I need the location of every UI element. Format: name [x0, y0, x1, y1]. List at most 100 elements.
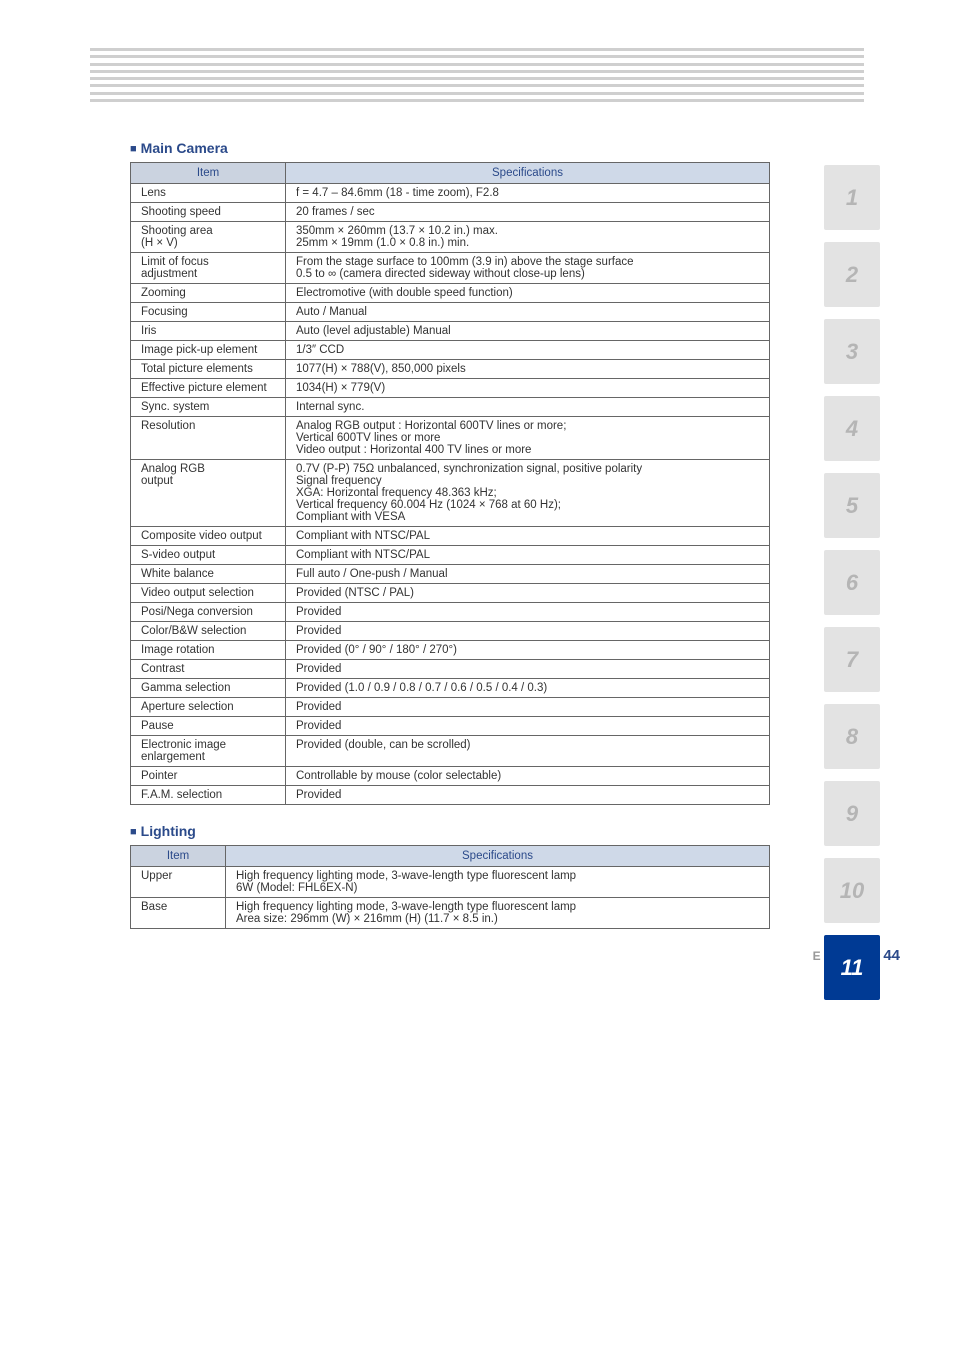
tab-11[interactable]: 11 — [824, 935, 880, 1000]
table-row: FocusingAuto / Manual — [131, 303, 770, 322]
row-value: Provided (1.0 / 0.9 / 0.8 / 0.7 / 0.6 / … — [286, 679, 770, 698]
lighting-title: ■Lighting — [130, 823, 780, 839]
row-label: Upper — [131, 867, 226, 898]
row-value: 1034(H) × 779(V) — [286, 379, 770, 398]
row-label: Shooting area (H × V) — [131, 222, 286, 253]
table-row: Aperture selectionProvided — [131, 698, 770, 717]
row-label: F.A.M. selection — [131, 786, 286, 805]
row-value: 1077(H) × 788(V), 850,000 pixels — [286, 360, 770, 379]
row-label: S-video output — [131, 546, 286, 565]
row-value: f = 4.7 – 84.6mm (18 - time zoom), F2.8 — [286, 184, 770, 203]
tab-9[interactable]: 9 — [824, 781, 880, 846]
col-header-spec: Specifications — [286, 163, 770, 184]
lighting-table: Item Specifications UpperHigh frequency … — [130, 845, 770, 929]
table-row: Video output selectionProvided (NTSC / P… — [131, 584, 770, 603]
row-value: From the stage surface to 100mm (3.9 in)… — [286, 253, 770, 284]
table-row: Image rotationProvided (0° / 90° / 180° … — [131, 641, 770, 660]
col-header-spec: Specifications — [226, 846, 770, 867]
table-row: Sync. systemInternal sync. — [131, 398, 770, 417]
table-row: ContrastProvided — [131, 660, 770, 679]
row-label: Base — [131, 898, 226, 929]
tab-6[interactable]: 6 — [824, 550, 880, 615]
row-label: Total picture elements — [131, 360, 286, 379]
table-row: Color/B&W selectionProvided — [131, 622, 770, 641]
row-value: Compliant with NTSC/PAL — [286, 527, 770, 546]
main-camera-title: ■Main Camera — [130, 140, 780, 156]
row-value: Provided — [286, 698, 770, 717]
row-value: Provided — [286, 717, 770, 736]
row-label: Gamma selection — [131, 679, 286, 698]
row-value: 350mm × 260mm (13.7 × 10.2 in.) max. 25m… — [286, 222, 770, 253]
row-value: Internal sync. — [286, 398, 770, 417]
row-label: Limit of focus adjustment — [131, 253, 286, 284]
tab-1[interactable]: 1 — [824, 165, 880, 230]
col-header-item: Item — [131, 163, 286, 184]
tab-3[interactable]: 3 — [824, 319, 880, 384]
row-label: Aperture selection — [131, 698, 286, 717]
table-row: Effective picture element1034(H) × 779(V… — [131, 379, 770, 398]
tab-8[interactable]: 8 — [824, 704, 880, 769]
row-value: Controllable by mouse (color selectable) — [286, 767, 770, 786]
row-value: Analog RGB output : Horizontal 600TV lin… — [286, 417, 770, 460]
table-row: Limit of focus adjustmentFrom the stage … — [131, 253, 770, 284]
row-value: Provided (double, can be scrolled) — [286, 736, 770, 767]
row-label: Electronic image enlargement — [131, 736, 286, 767]
page-number: 44 — [883, 947, 900, 964]
row-value: Provided (0° / 90° / 180° / 270°) — [286, 641, 770, 660]
row-label: Shooting speed — [131, 203, 286, 222]
table-row: BaseHigh frequency lighting mode, 3-wave… — [131, 898, 770, 929]
table-row: IrisAuto (level adjustable) Manual — [131, 322, 770, 341]
table-row: Posi/Nega conversionProvided — [131, 603, 770, 622]
table-row: PointerControllable by mouse (color sele… — [131, 767, 770, 786]
table-row: UpperHigh frequency lighting mode, 3-wav… — [131, 867, 770, 898]
row-value: Provided — [286, 603, 770, 622]
row-label: Pointer — [131, 767, 286, 786]
footer: ELMO 44 — [130, 947, 900, 964]
col-header-item: Item — [131, 846, 226, 867]
row-label: Contrast — [131, 660, 286, 679]
row-label: Composite video output — [131, 527, 286, 546]
row-label: Color/B&W selection — [131, 622, 286, 641]
row-label: Pause — [131, 717, 286, 736]
main-camera-table: Item Specifications Lensf = 4.7 – 84.6mm… — [130, 162, 770, 805]
table-row: ResolutionAnalog RGB output : Horizontal… — [131, 417, 770, 460]
row-value: Electromotive (with double speed functio… — [286, 284, 770, 303]
row-value: Auto / Manual — [286, 303, 770, 322]
table-row: Shooting area (H × V)350mm × 260mm (13.7… — [131, 222, 770, 253]
table-row: ZoomingElectromotive (with double speed … — [131, 284, 770, 303]
row-value: Provided — [286, 622, 770, 641]
header-stripes — [0, 40, 954, 110]
row-label: Image rotation — [131, 641, 286, 660]
tab-4[interactable]: 4 — [824, 396, 880, 461]
table-row: Analog RGB output0.7V (P-P) 75Ω unbalanc… — [131, 460, 770, 527]
row-value: Provided (NTSC / PAL) — [286, 584, 770, 603]
table-row: Shooting speed20 frames / sec — [131, 203, 770, 222]
table-row: PauseProvided — [131, 717, 770, 736]
tab-5[interactable]: 5 — [824, 473, 880, 538]
row-label: Focusing — [131, 303, 286, 322]
table-row: Image pick-up element1/3″ CCD — [131, 341, 770, 360]
table-row: Gamma selectionProvided (1.0 / 0.9 / 0.8… — [131, 679, 770, 698]
row-value: Compliant with NTSC/PAL — [286, 546, 770, 565]
tab-2[interactable]: 2 — [824, 242, 880, 307]
row-label: Analog RGB output — [131, 460, 286, 527]
row-value: High frequency lighting mode, 3-wave-len… — [226, 867, 770, 898]
table-row: Electronic image enlargementProvided (do… — [131, 736, 770, 767]
row-label: Iris — [131, 322, 286, 341]
row-label: Resolution — [131, 417, 286, 460]
row-label: Lens — [131, 184, 286, 203]
table-row: S-video outputCompliant with NTSC/PAL — [131, 546, 770, 565]
row-label: Zooming — [131, 284, 286, 303]
row-value: High frequency lighting mode, 3-wave-len… — [226, 898, 770, 929]
row-value: Auto (level adjustable) Manual — [286, 322, 770, 341]
table-row: Total picture elements1077(H) × 788(V), … — [131, 360, 770, 379]
row-value: Full auto / One-push / Manual — [286, 565, 770, 584]
row-label: Posi/Nega conversion — [131, 603, 286, 622]
row-value: 0.7V (P-P) 75Ω unbalanced, synchronizati… — [286, 460, 770, 527]
tab-10[interactable]: 10 — [824, 858, 880, 923]
table-row: F.A.M. selectionProvided — [131, 786, 770, 805]
row-label: Effective picture element — [131, 379, 286, 398]
row-label: Sync. system — [131, 398, 286, 417]
tab-7[interactable]: 7 — [824, 627, 880, 692]
table-row: Lensf = 4.7 – 84.6mm (18 - time zoom), F… — [131, 184, 770, 203]
